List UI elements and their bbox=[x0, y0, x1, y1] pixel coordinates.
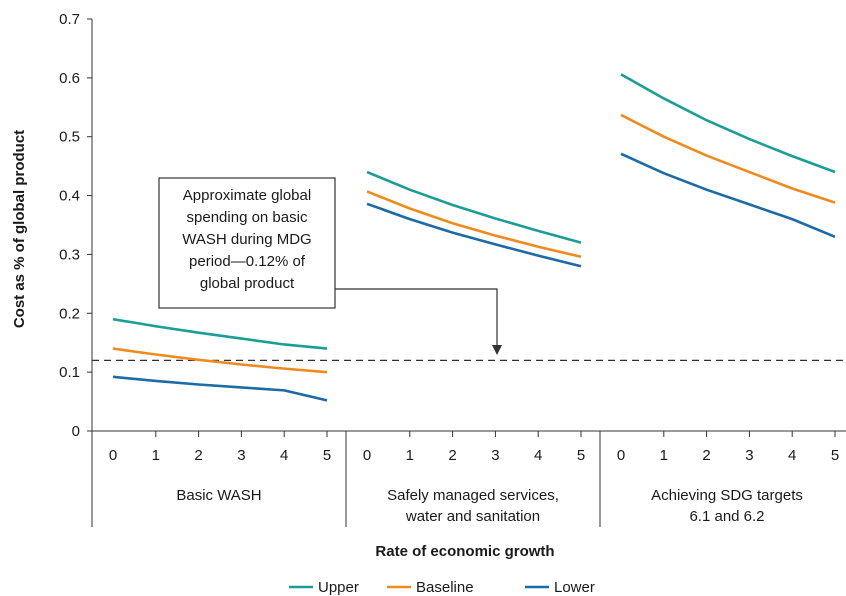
y-tick-label: 0.5 bbox=[59, 129, 80, 146]
x-tick-label: 0 bbox=[109, 447, 117, 464]
x-tick-label: 1 bbox=[152, 447, 160, 464]
y-tick-label: 0.1 bbox=[59, 364, 80, 381]
x-tick-label: 2 bbox=[194, 447, 202, 464]
series-lines bbox=[112, 73, 836, 402]
annotation-group: Approximate global spending on basic WASH … bbox=[158, 177, 502, 355]
annotation-text: spending on basic bbox=[187, 209, 308, 226]
x-tick-label: 3 bbox=[237, 447, 245, 464]
series-line-baseline bbox=[366, 190, 582, 259]
x-axis-title: Rate of economic growth bbox=[375, 543, 554, 560]
y-tick-label: 0.6 bbox=[59, 70, 80, 87]
x-tick-label: 1 bbox=[660, 447, 668, 464]
x-tick-label: 2 bbox=[448, 447, 456, 464]
legend-label-lower: Lower bbox=[554, 579, 595, 596]
x-tick-label: 0 bbox=[363, 447, 371, 464]
annotation-box bbox=[158, 177, 336, 309]
x-tick-label: 3 bbox=[745, 447, 753, 464]
y-tick-label: 0.7 bbox=[59, 11, 80, 28]
annotation-arrowhead bbox=[492, 345, 502, 355]
series-line-upper bbox=[620, 73, 836, 174]
x-tick-label: 4 bbox=[788, 447, 796, 464]
annotation-text: WASH during MDG bbox=[182, 231, 311, 248]
series-line-upper bbox=[112, 317, 328, 350]
group-label: Safely managed services, bbox=[387, 487, 559, 504]
group-label: 6.1 and 6.2 bbox=[689, 508, 764, 525]
annotation-text: period—0.12% of bbox=[189, 253, 306, 270]
annotation-text: global product bbox=[200, 275, 295, 292]
series-line-upper bbox=[366, 170, 582, 244]
annotation-leader bbox=[335, 288, 498, 346]
y-tick-label: 0.2 bbox=[59, 305, 80, 322]
x-tick-label: 1 bbox=[406, 447, 414, 464]
group-label: water and sanitation bbox=[405, 508, 540, 525]
legend-label-baseline: Baseline bbox=[416, 579, 474, 596]
legend: Upper Baseline Lower bbox=[289, 579, 595, 596]
x-ticks: 0 1 2 3 4 5 0 1 2 3 4 5 0 1 2 3 4 5 bbox=[109, 431, 839, 464]
series-line-baseline bbox=[112, 347, 328, 374]
x-tick-label: 5 bbox=[831, 447, 839, 464]
x-tick-label: 2 bbox=[702, 447, 710, 464]
group-labels: Basic WASH Safely managed services, water … bbox=[176, 487, 803, 525]
y-tick-label: 0 bbox=[72, 423, 80, 440]
x-tick-label: 5 bbox=[323, 447, 331, 464]
series-line-lower bbox=[366, 202, 582, 268]
x-tick-label: 4 bbox=[534, 447, 542, 464]
series-line-lower bbox=[620, 152, 836, 238]
y-tick-label: 0.3 bbox=[59, 246, 80, 263]
x-tick-label: 3 bbox=[491, 447, 499, 464]
annotation-text: Approximate global bbox=[183, 187, 311, 204]
group-label: Basic WASH bbox=[176, 487, 261, 504]
legend-label-upper: Upper bbox=[318, 579, 359, 596]
group-label: Achieving SDG targets bbox=[651, 487, 803, 504]
series-line-lower bbox=[112, 375, 328, 402]
y-tick-label: 0.4 bbox=[59, 188, 80, 205]
x-tick-label: 5 bbox=[577, 447, 585, 464]
x-tick-label: 4 bbox=[280, 447, 288, 464]
y-axis-title: Cost as % of global product bbox=[11, 130, 28, 328]
axes: 0 0.1 0.2 0.3 0.4 0.5 0.6 0.7 bbox=[59, 11, 846, 527]
x-tick-label: 0 bbox=[617, 447, 625, 464]
series-line-baseline bbox=[620, 113, 836, 204]
